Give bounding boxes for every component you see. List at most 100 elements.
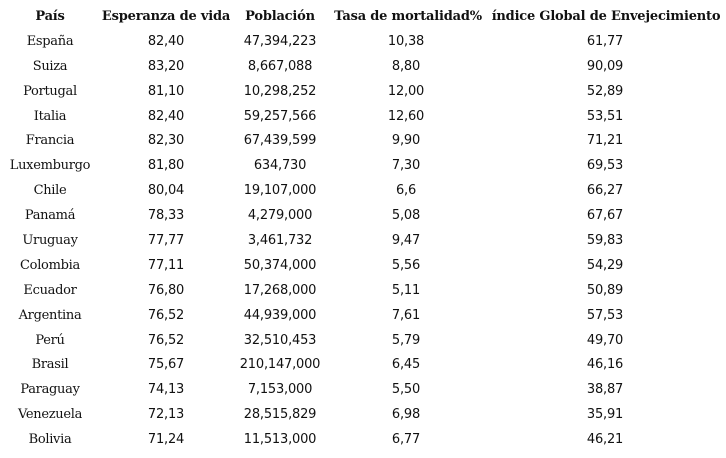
table-row: Portugal 81,10 10,298,252 12,00 52,89 [0, 80, 726, 105]
cell-population: 10,298,252 [243, 83, 317, 99]
cell-population: 634,730 [253, 158, 307, 174]
cell-mortality-rate: 7,30 [391, 158, 421, 174]
cell-life-expectancy: 83,20 [147, 58, 185, 74]
cell-country: España [26, 33, 74, 49]
table-row: Colombia 77,11 50,374,000 5,56 54,29 [0, 254, 726, 279]
cell-aging-index: 53,51 [586, 108, 624, 124]
cell-life-expectancy: 76,52 [147, 307, 185, 323]
cell-life-expectancy: 74,13 [147, 382, 185, 398]
table-row: Paraguay 74,13 7,153,000 5,50 38,87 [0, 378, 726, 403]
cell-mortality-rate: 6,45 [391, 357, 421, 373]
cell-aging-index: 46,16 [586, 357, 624, 373]
table-row: Panamá 78,33 4,279,000 5,08 67,67 [0, 204, 726, 229]
table-row: Bolivia 71,24 11,513,000 6,77 46,21 [0, 428, 726, 453]
cell-country: Bolivia [28, 432, 72, 448]
cell-life-expectancy: 71,24 [147, 432, 185, 448]
cell-population: 50,374,000 [243, 257, 317, 273]
header-life-expectancy: Esperanza de vida [101, 9, 231, 24]
cell-aging-index: 52,89 [586, 83, 624, 99]
cell-mortality-rate: 5,56 [391, 257, 421, 273]
cell-life-expectancy: 76,52 [147, 332, 185, 348]
cell-population: 8,667,088 [247, 58, 313, 74]
cell-mortality-rate: 12,60 [387, 108, 425, 124]
header-aging-index: índice Global de Envejecimiento [491, 9, 721, 24]
table-row: Uruguay 77,77 3,461,732 9,47 59,83 [0, 229, 726, 254]
cell-country: Chile [33, 183, 67, 199]
table-row: Francia 82,30 67,439,599 9,90 71,21 [0, 129, 726, 154]
cell-life-expectancy: 82,40 [147, 108, 185, 124]
cell-mortality-rate: 6,77 [391, 432, 421, 448]
cell-mortality-rate: 5,50 [391, 382, 421, 398]
cell-mortality-rate: 6,98 [391, 407, 421, 423]
table-row: Venezuela 72,13 28,515,829 6,98 35,91 [0, 403, 726, 428]
cell-country: Colombia [20, 257, 80, 273]
table-header-row: País Esperanza de vida Población Tasa de… [0, 5, 726, 30]
table-row: Argentina 76,52 44,939,000 7,61 57,53 [0, 304, 726, 329]
cell-mortality-rate: 5,08 [391, 208, 421, 224]
cell-life-expectancy: 77,77 [147, 233, 185, 249]
cell-country: Ecuador [23, 282, 77, 298]
cell-aging-index: 35,91 [586, 407, 624, 423]
table-row: Italia 82,40 59,257,566 12,60 53,51 [0, 105, 726, 130]
cell-aging-index: 50,89 [586, 282, 624, 298]
cell-life-expectancy: 75,67 [147, 357, 185, 373]
cell-mortality-rate: 9,90 [391, 133, 421, 149]
cell-country: Paraguay [20, 382, 80, 398]
cell-population: 17,268,000 [243, 282, 317, 298]
cell-population: 59,257,566 [243, 108, 317, 124]
cell-country: Brasil [31, 357, 69, 373]
cell-aging-index: 67,67 [586, 208, 624, 224]
table-row: Ecuador 76,80 17,268,000 5,11 50,89 [0, 279, 726, 304]
cell-mortality-rate: 7,61 [391, 307, 421, 323]
table-row: Brasil 75,67 210,147,000 6,45 46,16 [0, 353, 726, 378]
cell-population: 210,147,000 [239, 357, 321, 373]
cell-aging-index: 90,09 [586, 58, 624, 74]
table-row: Perú 76,52 32,510,453 5,79 49,70 [0, 329, 726, 354]
cell-population: 28,515,829 [243, 407, 317, 423]
cell-mortality-rate: 9,47 [391, 233, 421, 249]
cell-life-expectancy: 82,30 [147, 133, 185, 149]
cell-life-expectancy: 76,80 [147, 282, 185, 298]
cell-country: Uruguay [22, 233, 78, 249]
cell-life-expectancy: 77,11 [147, 257, 185, 273]
cell-life-expectancy: 81,80 [147, 158, 185, 174]
cell-aging-index: 61,77 [586, 33, 624, 49]
cell-country: Venezuela [17, 407, 83, 423]
cell-country: Luxemburgo [9, 158, 91, 174]
cell-population: 11,513,000 [243, 432, 317, 448]
cell-aging-index: 69,53 [586, 158, 624, 174]
table-row: Suiza 83,20 8,667,088 8,80 90,09 [0, 55, 726, 80]
country-statistics-table: País Esperanza de vida Población Tasa de… [0, 5, 726, 453]
header-country: País [35, 9, 65, 24]
cell-life-expectancy: 78,33 [147, 208, 185, 224]
cell-aging-index: 54,29 [586, 257, 624, 273]
cell-life-expectancy: 82,40 [147, 33, 185, 49]
table-row: Chile 80,04 19,107,000 6,6 66,27 [0, 179, 726, 204]
cell-aging-index: 71,21 [586, 133, 624, 149]
cell-mortality-rate: 10,38 [387, 33, 425, 49]
cell-aging-index: 46,21 [586, 432, 624, 448]
cell-mortality-rate: 6,6 [395, 183, 417, 199]
cell-mortality-rate: 5,11 [391, 282, 421, 298]
cell-population: 47,394,223 [243, 33, 317, 49]
cell-population: 7,153,000 [247, 382, 313, 398]
cell-life-expectancy: 80,04 [147, 183, 185, 199]
cell-aging-index: 66,27 [586, 183, 624, 199]
cell-mortality-rate: 12,00 [387, 83, 425, 99]
cell-life-expectancy: 81,10 [147, 83, 185, 99]
cell-country: Argentina [18, 307, 82, 323]
cell-country: Portugal [23, 83, 77, 99]
header-population: Población [245, 9, 315, 24]
cell-population: 19,107,000 [243, 183, 317, 199]
header-mortality-rate: Tasa de mortalidad% [334, 9, 482, 24]
cell-population: 67,439,599 [243, 133, 317, 149]
cell-aging-index: 38,87 [586, 382, 624, 398]
cell-country: Perú [35, 332, 65, 348]
cell-country: Francia [25, 133, 75, 149]
table-row: España 82,40 47,394,223 10,38 61,77 [0, 30, 726, 55]
cell-population: 3,461,732 [247, 233, 313, 249]
cell-mortality-rate: 8,80 [391, 58, 421, 74]
cell-population: 44,939,000 [243, 307, 317, 323]
cell-population: 4,279,000 [247, 208, 313, 224]
table-row: Luxemburgo 81,80 634,730 7,30 69,53 [0, 154, 726, 179]
